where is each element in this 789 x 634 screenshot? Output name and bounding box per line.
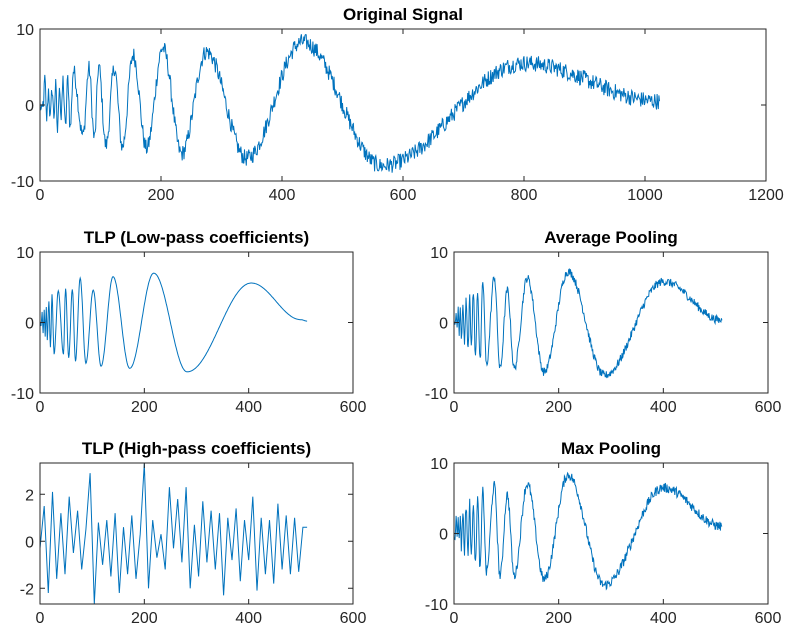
y-tick-label: 10 <box>430 456 448 473</box>
x-tick-label: 600 <box>390 187 417 204</box>
x-tick-label: 400 <box>650 610 677 627</box>
x-tick-label: 200 <box>131 399 158 416</box>
y-tick-label: 10 <box>16 22 34 39</box>
x-tick-label: 600 <box>340 399 367 416</box>
chart-title: Max Pooling <box>561 439 661 458</box>
x-tick-label: 1000 <box>627 187 663 204</box>
x-tick-label: 400 <box>269 187 296 204</box>
x-tick-label: 400 <box>235 610 262 627</box>
x-tick-label: 600 <box>340 610 367 627</box>
chart-title: Average Pooling <box>544 228 678 247</box>
x-tick-label: 0 <box>36 399 45 416</box>
series-line <box>39 463 308 605</box>
y-tick-label: 0 <box>25 316 34 333</box>
y-tick-label: -10 <box>425 597 448 614</box>
x-tick-label: 600 <box>755 399 782 416</box>
series-line <box>39 34 660 173</box>
x-tick-label: 1200 <box>748 187 784 204</box>
y-tick-label: 10 <box>16 245 34 262</box>
x-tick-label: 200 <box>148 187 175 204</box>
axes-box <box>39 251 354 394</box>
x-tick-label: 0 <box>450 610 459 627</box>
x-tick-label: 0 <box>36 187 45 204</box>
y-tick-label: -10 <box>425 386 448 403</box>
x-tick-label: 0 <box>36 610 45 627</box>
x-tick-label: 800 <box>511 187 538 204</box>
x-tick-label: 200 <box>545 399 572 416</box>
axes-box <box>453 462 769 605</box>
x-tick-label: 400 <box>235 399 262 416</box>
series-line <box>39 272 308 373</box>
x-tick-label: 400 <box>650 399 677 416</box>
y-tick-label: 0 <box>25 98 34 115</box>
axes-box <box>39 462 354 605</box>
y-tick-label: 0 <box>439 527 448 544</box>
chart-title: TLP (Low-pass coefficients) <box>84 228 309 247</box>
y-tick-label: 0 <box>439 316 448 333</box>
x-tick-label: 0 <box>450 399 459 416</box>
y-tick-label: -10 <box>11 174 34 191</box>
tlp-high-pass-axes: TLP (High-pass coefficients) 0 200 400 600 -2… <box>20 439 367 627</box>
chart-title: TLP (High-pass coefficients) <box>82 439 311 458</box>
x-tick-label: 600 <box>755 610 782 627</box>
series-line <box>453 471 723 591</box>
tlp-low-pass-axes: TLP (Low-pass coefficients) 0 200 400 600 -10… <box>11 228 367 416</box>
y-tick-label: -2 <box>20 581 34 598</box>
series-line <box>453 267 723 379</box>
x-tick-label: 200 <box>545 610 572 627</box>
y-tick-label: 2 <box>25 487 34 504</box>
chart-title: Original Signal <box>343 5 463 24</box>
y-tick-label: 0 <box>25 534 34 551</box>
x-tick-label: 200 <box>131 610 158 627</box>
y-tick-label: -10 <box>11 386 34 403</box>
y-tick-label: 10 <box>430 245 448 262</box>
